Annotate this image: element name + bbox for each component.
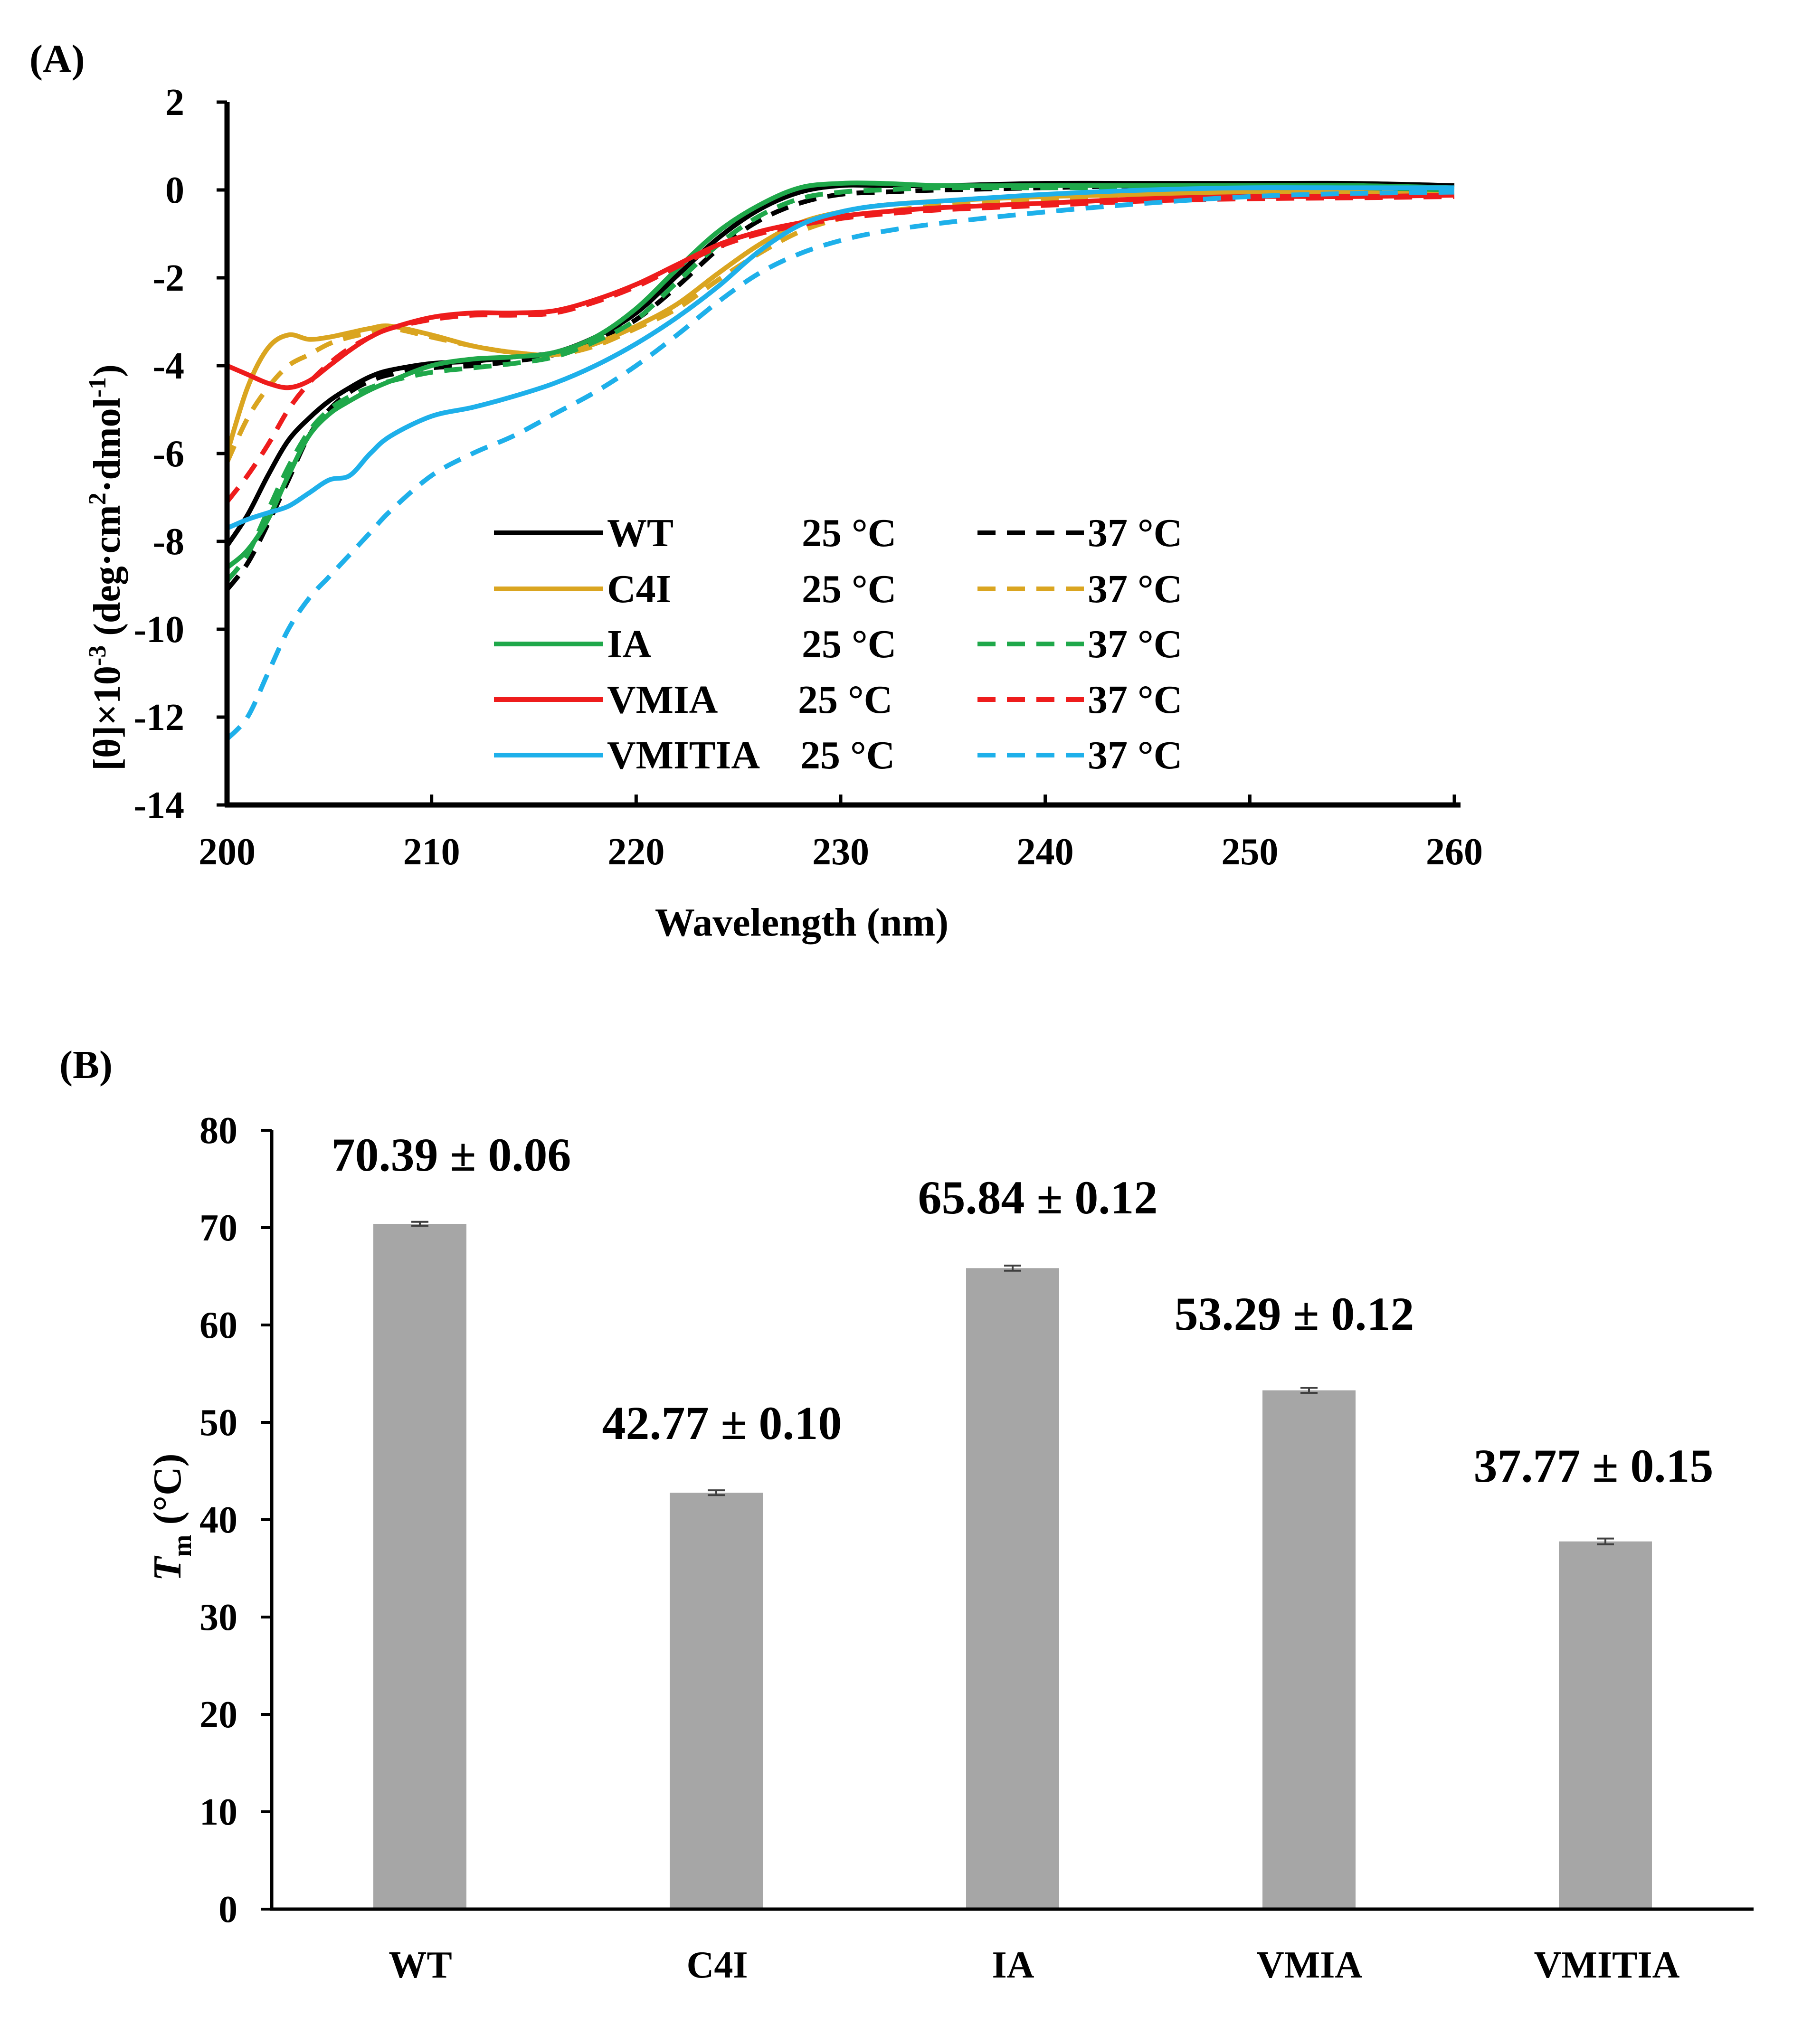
legend-entry-c4i: C4I 25 °C 37 °C [494,567,1182,611]
y-tick-label-6: -6 [152,433,184,475]
series-line-ia-25-c [225,180,1455,570]
b-y-tick-label-70: 70 [199,1207,237,1249]
x-tick-label-260: 260 [1426,831,1483,873]
legend-name-ia: IA [607,622,652,666]
legend-temp25-ia: 25 °C [802,622,896,666]
b-y-tick-label-80: 80 [199,1110,237,1152]
x-tick-label-250: 250 [1221,831,1278,873]
bar-vmia [1262,1390,1356,1909]
legend-name-c4i: C4I [607,567,671,611]
panel-a-x-axis-title: Wavelength (nm) [655,900,949,945]
legend-temp25-wt: 25 °C [802,511,896,555]
series-line-vmia-37-c [225,194,1455,503]
y-tick-label-4: -4 [152,345,184,387]
series-line-c4i-25-c [225,189,1454,454]
panel-b-y-axis-title: Tm (°C) [145,1453,197,1581]
error-bar-vmia [1300,1387,1318,1394]
bar-ia [966,1268,1059,1909]
value-label-wt: 70.39 ± 0.06 [332,1128,571,1181]
y-tick-label-0: 0 [165,170,184,211]
legend-temp25-vmia: 25 °C [798,678,892,722]
legend-name-vmitia: VMITIA [607,733,760,777]
panel-a-tick-labels: 2 0 -2 -4 -6 -8 -10 -12 -14 200 210 220 230 240 250 260 [133,82,1483,873]
y-tick-label-2: -2 [152,257,184,299]
series-line-vmia-25-c [226,193,1455,390]
panel-b-label: (B) [59,1043,113,1087]
legend-temp37-vmia: 37 °C [1088,678,1182,722]
panel-b-error-bars [411,1221,1614,1545]
b-y-tick-label-40: 40 [199,1499,237,1541]
panel-b: (B) Tm (°C) 80 70 60 50 40 30 20 10 0 WT C4I IA … [59,1043,1754,1986]
legend-entry-wt: WT 25 °C 37 °C [494,511,1182,555]
legend-temp25-c4i: 25 °C [802,567,896,611]
category-label-c4i: C4I [687,1944,748,1986]
panel-b-value-labels: 70.39 ± 0.06 42.77 ± 0.10 65.84 ± 0.12 5… [332,1128,1714,1492]
legend-temp37-wt: 37 °C [1088,511,1182,555]
panel-a-legend: WT 25 °C 37 °C C4I 25 °C 37 °C IA 25 °C … [494,511,1182,777]
error-bar-wt [411,1221,428,1227]
y-tick-label-12: -12 [133,697,184,738]
x-tick-label-200: 200 [199,831,256,873]
bar-vmitia [1559,1541,1652,1909]
category-label-vmia: VMIA [1257,1944,1362,1986]
legend-temp25-vmitia: 25 °C [800,733,895,777]
b-y-tick-label-20: 20 [199,1694,237,1736]
series-line-vmitia-25-c [226,185,1454,530]
y-tick-label-8: -8 [152,521,184,563]
b-y-tick-label-0: 0 [218,1889,237,1930]
x-tick-label-220: 220 [607,831,664,873]
y-tick-label-2: 2 [165,82,184,123]
panel-a-series [225,180,1455,741]
panel-a: (A) [θ]×10-3 (deg·cm2·dmol-1) Wavelength… [29,37,1483,945]
value-label-ia: 65.84 ± 0.12 [918,1171,1158,1224]
series-line-ia-37-c [225,185,1455,583]
b-y-tick-label-10: 10 [199,1791,237,1833]
x-tick-label-210: 210 [403,831,460,873]
series-line-c4i-37-c [225,189,1455,464]
b-y-tick-label-30: 30 [199,1597,237,1638]
series-line-vmitia-37-c [225,189,1455,741]
legend-entry-ia: IA 25 °C 37 °C [494,622,1182,666]
y-tick-label-10: -10 [133,609,184,651]
panel-a-label: (A) [29,37,85,81]
bar-wt [373,1224,466,1909]
value-label-c4i: 42.77 ± 0.10 [602,1397,842,1449]
category-label-ia: IA [992,1944,1034,1986]
x-tick-label-240: 240 [1017,831,1074,873]
legend-temp37-c4i: 37 °C [1088,567,1182,611]
panel-b-tick-labels: 80 70 60 50 40 30 20 10 0 [199,1110,237,1930]
panel-b-bars [373,1224,1652,1909]
b-y-tick-label-50: 50 [199,1402,237,1444]
panel-a-y-axis-title: [θ]×10-3 (deg·cm2·dmol-1) [84,364,128,770]
legend-name-wt: WT [607,511,674,555]
x-tick-label-230: 230 [812,831,869,873]
y-tick-label-14: -14 [133,785,184,826]
category-label-vmitia: VMITIA [1534,1944,1680,1986]
legend-entry-vmia: VMIA 25 °C 37 °C [494,678,1182,722]
error-bar-c4i [708,1489,725,1496]
panel-b-category-labels: WT C4I IA VMIA VMITIA [389,1944,1679,1986]
b-y-tick-label-60: 60 [199,1305,237,1346]
error-bar-vmitia [1597,1537,1614,1545]
value-label-vmitia: 37.77 ± 0.15 [1474,1439,1714,1492]
legend-entry-vmitia: VMITIA 25 °C 37 °C [494,733,1182,777]
legend-name-vmia: VMIA [607,678,718,722]
value-label-vmia: 53.29 ± 0.12 [1175,1287,1414,1340]
error-bar-ia [1004,1264,1021,1272]
legend-temp37-ia: 37 °C [1088,622,1182,666]
legend-temp37-vmitia: 37 °C [1088,733,1182,777]
bar-c4i [670,1493,763,1909]
category-label-wt: WT [389,1944,452,1986]
